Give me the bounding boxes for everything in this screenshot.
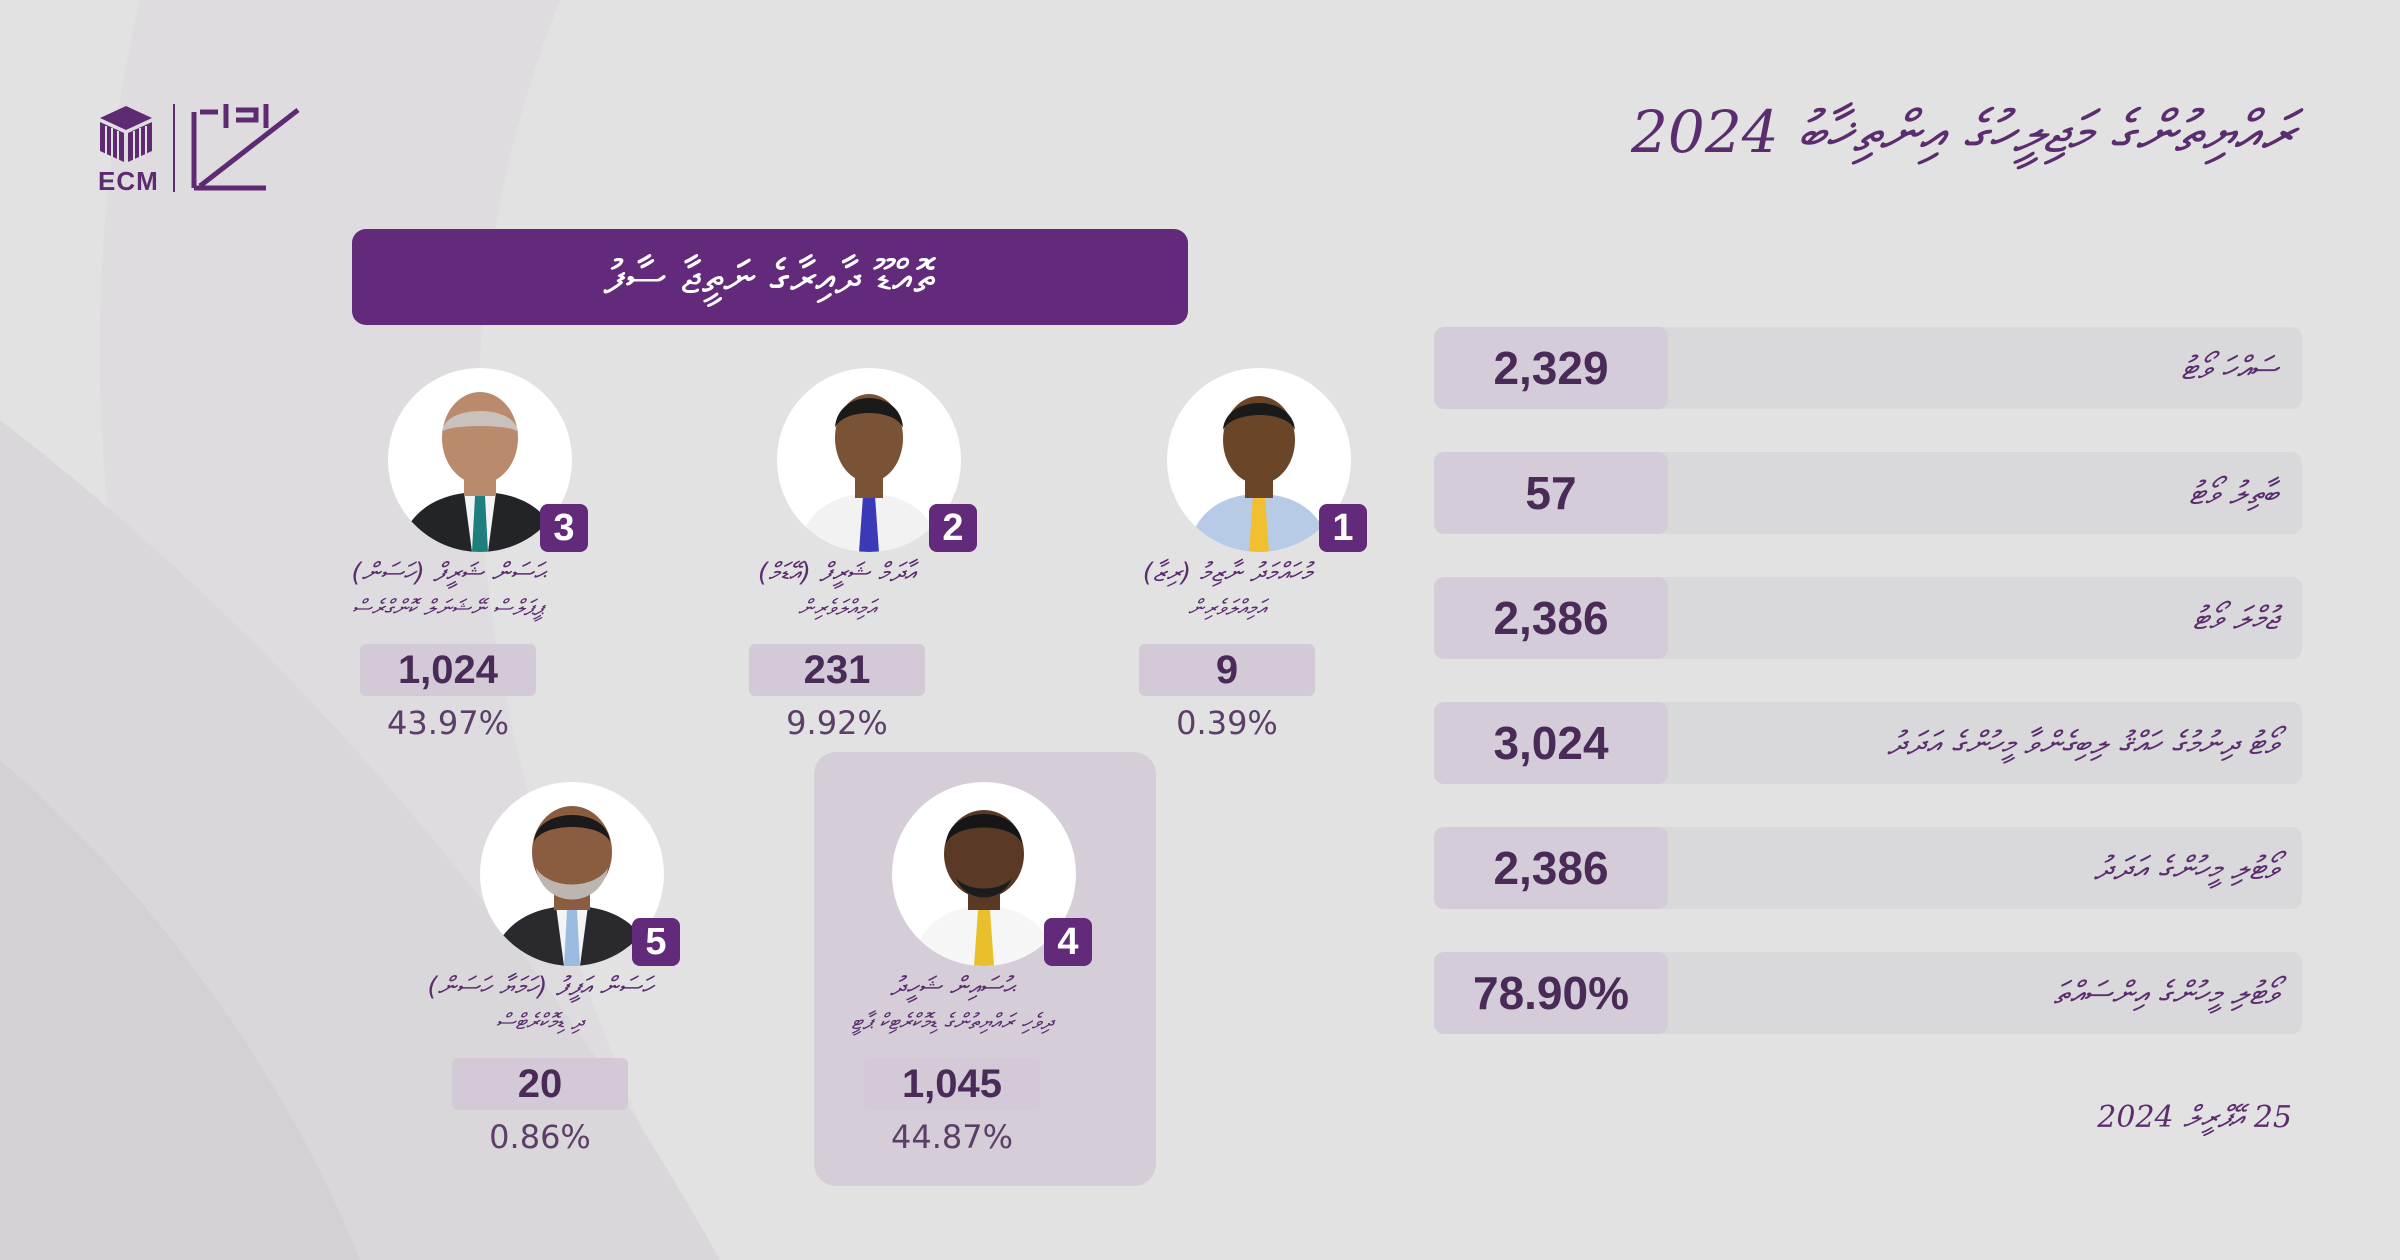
candidate-photo <box>388 368 572 552</box>
ecm-logo-text: ECM <box>98 166 159 196</box>
candidate-name: މުހައްމަދު ނާޒިމު (ރިޒާ) <box>1142 558 1312 588</box>
stat-row-voters: 2,386 ވޯޓުލި މީހުންގެ އަދަދު <box>1434 827 2302 909</box>
candidate-portrait-icon <box>490 806 654 966</box>
candidate-party: އަމިއްލަވެރިން <box>798 596 876 621</box>
candidate-card-2: 2 އާދަމް ޝަރީފް (އޭޑަމް) އަމިއްލަވެރިން … <box>667 368 1007 742</box>
stat-label: ވޯޓުލި މީހުންގެ އަދަދު <box>2093 849 2278 887</box>
stat-value: 2,329 <box>1434 327 1668 409</box>
candidate-votes: 1,045 <box>864 1058 1040 1110</box>
stat-row-invalid-votes: 57 ބާތިލު ވޯޓު <box>1434 452 2302 534</box>
candidate-card-4: 4 ޙުސައިން ޝަހީދު ދިވެހި ރައްޔިތުންގެ ޑި… <box>782 782 1122 1156</box>
candidate-portrait-icon <box>398 392 562 552</box>
stat-value: 2,386 <box>1434 827 1668 909</box>
result-date: 25 އޭޕްރީލް 2024 <box>2097 1100 2292 1135</box>
candidate-votes: 231 <box>749 644 925 696</box>
candidate-portrait-icon <box>1187 396 1331 552</box>
candidate-party: ދިވެހި ރައްޔިތުންގެ ޑިމޮކްރެޓިކް ޕާޓީ <box>851 1010 1053 1035</box>
stat-value: 57 <box>1434 452 1668 534</box>
candidate-number-badge: 4 <box>1044 918 1092 966</box>
stat-value: 78.90% <box>1434 952 1668 1034</box>
stat-row-valid-votes: 2,329 ސައްހަ ވޯޓު <box>1434 327 2302 409</box>
candidate-name: ޙަސަން ޝަރީފް (ހަސަން) <box>351 558 545 588</box>
stat-value: 3,024 <box>1434 702 1668 784</box>
candidate-votes: 20 <box>452 1058 628 1110</box>
candidate-number-badge: 3 <box>540 504 588 552</box>
candidate-percent: 0.39% <box>1176 704 1278 742</box>
candidate-portrait-icon <box>910 810 1058 966</box>
stat-label: ވޯޓުލި މީހުންގެ އިންސައްތަ <box>2053 974 2278 1012</box>
candidate-name: އާދަމް ޝަރީފް (އޭޑަމް) <box>757 558 917 588</box>
candidate-name: ޙުސައިން ޝަހީދު <box>890 972 1014 1002</box>
candidate-portrait-icon <box>797 394 941 552</box>
candidate-name: ހަސަން އަފީފު (ހަމަޔާ ހަސަން) <box>427 972 653 1002</box>
constituency-banner: ތޮއްޑޫ ދާއިރާގެ ނަތީޖާ ސާފު <box>352 229 1188 325</box>
candidate-votes: 1,024 <box>360 644 536 696</box>
candidate-party: އަމިއްލަވެރިން <box>1188 596 1266 621</box>
candidate-percent: 9.92% <box>786 704 888 742</box>
stat-label: ބާތިލު ވޯޓު <box>2189 474 2278 512</box>
stat-label: ސައްހަ ވޯޓު <box>2181 349 2278 387</box>
stat-label: ވޯޓު ދިނުމުގެ ހައްޤު ލިބިގެންވާ މީހުންގެ… <box>1887 724 2278 762</box>
ecm-logo <box>100 104 300 192</box>
candidate-number-badge: 1 <box>1319 504 1367 552</box>
candidate-party: ދި ޑިމޮކްރެޓްސް <box>495 1010 585 1035</box>
candidate-card-3: 3 ޙަސަން ޝަރީފް (ހަސަން) ޕީޕަލްސް ނޭޝަނަ… <box>278 368 618 742</box>
candidate-card-5: 5 ހަސަން އަފީފު (ހަމަޔާ ހަސަން) ދި ޑިމޮކ… <box>370 782 710 1156</box>
stat-row-turnout: 78.90% ވޯޓުލި މީހުންގެ އިންސައްތަ <box>1434 952 2302 1034</box>
candidate-number-badge: 2 <box>929 504 977 552</box>
candidate-card-1: 1 މުހައްމަދު ނާޒިމު (ރިޒާ) އަމިއްލަވެރިނ… <box>1057 368 1397 742</box>
candidate-party: ޕީޕަލްސް ނޭޝަނަލް ކޮންގްރެސް <box>352 596 544 621</box>
stat-value: 2,386 <box>1434 577 1668 659</box>
candidate-percent: 0.86% <box>489 1118 591 1156</box>
stat-row-eligible-voters: 3,024 ވޯޓު ދިނުމުގެ ހައްޤު ލިބިގެންވާ މީ… <box>1434 702 2302 784</box>
candidate-votes: 9 <box>1139 644 1315 696</box>
candidate-percent: 43.97% <box>386 704 509 742</box>
candidate-number-badge: 5 <box>632 918 680 966</box>
candidate-percent: 44.87% <box>890 1118 1013 1156</box>
stat-label: ޖުމްލަ ވޯޓު <box>2192 599 2278 637</box>
page-title: ރައްޔިތުންގެ މަޖިލީހުގެ އިންތިޚާބު 2024 <box>1631 98 2295 166</box>
stat-row-total-votes: 2,386 ޖުމްލަ ވޯޓު <box>1434 577 2302 659</box>
